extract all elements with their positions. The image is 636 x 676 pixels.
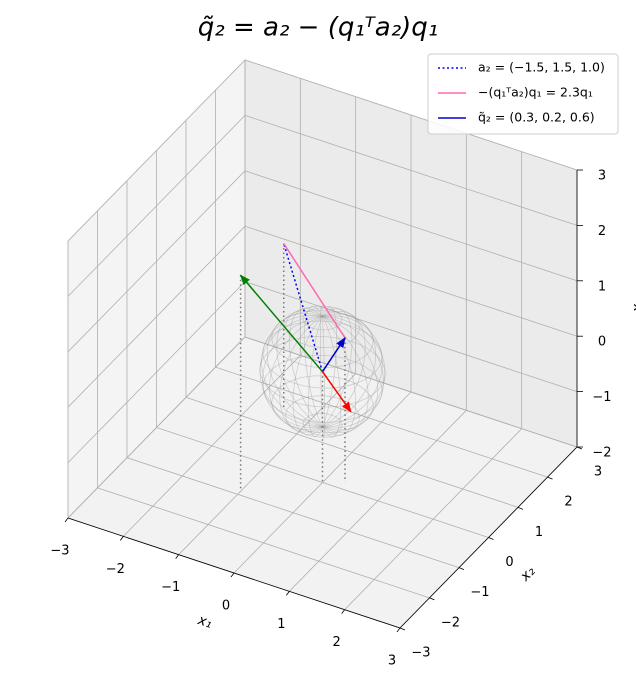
vector-line xyxy=(239,274,324,373)
y-tick xyxy=(399,627,406,631)
sphere-wire xyxy=(262,354,383,423)
grid-line xyxy=(244,59,578,171)
grid-line xyxy=(67,170,246,353)
y-tick xyxy=(488,537,494,540)
x-axis-label: x₁ xyxy=(195,612,214,632)
y-tick xyxy=(429,597,435,601)
sphere-wire xyxy=(259,336,386,408)
sphere-wire xyxy=(262,320,383,389)
y-tick-label: −2 xyxy=(441,615,460,630)
sphere-wire xyxy=(285,305,360,348)
sphere-wire xyxy=(302,307,343,331)
legend-label: q̃₂ = (0.3, 0.2, 0.6) xyxy=(478,110,595,125)
x-tick-label: −3 xyxy=(50,544,69,559)
x-tick xyxy=(64,517,69,523)
y-tick-label: −3 xyxy=(411,646,430,661)
grid-line xyxy=(244,115,578,226)
x-tick xyxy=(341,609,345,614)
grid-line xyxy=(244,281,578,392)
vector-line xyxy=(321,337,346,373)
grid-line xyxy=(67,115,246,297)
z-tick-label: −2 xyxy=(592,446,611,461)
x-tick-label: −2 xyxy=(106,562,125,577)
z-tick-label: 2 xyxy=(598,224,606,239)
y-tick-label: 1 xyxy=(535,525,543,540)
x-tick-label: 0 xyxy=(222,599,230,614)
z-tick-label: −1 xyxy=(592,390,611,405)
x-tick xyxy=(230,572,235,578)
x-tick-label: 1 xyxy=(277,617,285,632)
y-axis-label: x₂ xyxy=(517,563,539,585)
y-tick xyxy=(547,476,553,480)
y-tick-label: 0 xyxy=(505,555,513,570)
legend: a₂ = (−1.5, 1.5, 1.0) −(q₁ᵀa₂)q₁ = 2.3q₁ q… xyxy=(427,53,619,135)
y-tick xyxy=(458,567,465,571)
z-tick-label: 3 xyxy=(598,169,606,184)
x-tick xyxy=(286,591,290,596)
x-tick-label: 3 xyxy=(388,654,396,669)
grid-line xyxy=(97,487,430,599)
grid-line xyxy=(244,170,578,282)
sphere-wire xyxy=(271,310,374,369)
grid-line xyxy=(215,366,548,478)
y-tick-label: 2 xyxy=(564,495,572,510)
x-tick xyxy=(396,627,401,633)
grid-line xyxy=(67,281,246,463)
z-tick-label: 0 xyxy=(598,335,606,350)
grid-line xyxy=(67,59,246,242)
vector-line xyxy=(283,243,346,339)
grid-line xyxy=(67,225,246,408)
legend-box xyxy=(427,53,619,135)
legend-label: −(q₁ᵀa₂)q₁ = 2.3q₁ xyxy=(478,85,593,100)
grid-line xyxy=(126,457,460,569)
x-tick-label: 2 xyxy=(333,635,341,650)
x-tick-label: −1 xyxy=(161,580,180,595)
legend-label: a₂ = (−1.5, 1.5, 1.0) xyxy=(478,60,605,75)
grid-line xyxy=(244,336,578,448)
z-axis-label: x₃ xyxy=(630,298,636,313)
vector-line xyxy=(321,371,352,413)
z-tick-label: 1 xyxy=(598,279,606,294)
chart-title: q̃₂ = a₂ − (q₁ᵀa₂)q₁ xyxy=(198,13,438,43)
y-tick-label: 3 xyxy=(594,465,602,480)
sphere-wire xyxy=(285,395,360,438)
y-tick xyxy=(517,506,524,510)
grid-line xyxy=(67,336,246,519)
grid-line xyxy=(156,427,489,538)
sphere-wire xyxy=(271,375,374,434)
grid-line xyxy=(244,225,578,337)
x-tick xyxy=(120,536,124,541)
x-tick xyxy=(175,554,179,559)
y-tick-label: −1 xyxy=(470,585,489,600)
